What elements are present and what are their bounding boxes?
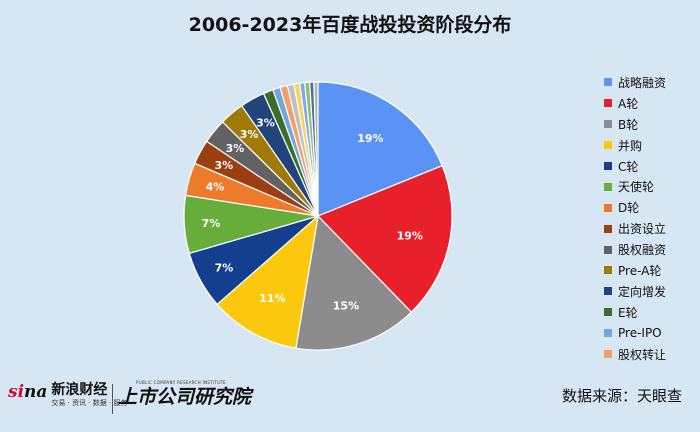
legend-item: 出资设立 <box>604 218 666 239</box>
slice-data-label: 15% <box>333 300 359 313</box>
legend-swatch <box>604 141 612 150</box>
legend-label: E轮 <box>618 305 638 320</box>
slice-data-label: 19% <box>357 132 383 145</box>
data-source: 数据来源：天眼查 <box>561 387 682 405</box>
institute-logo-english: PUBLIC COMPANY RESEARCH INSTITUTE <box>136 380 226 385</box>
institute-logo-name: 上市公司研究院 <box>118 386 252 408</box>
pie-slice <box>313 81 319 217</box>
chart-title: 2006-2023年百度战投投资阶段分布 <box>188 14 512 36</box>
legend-label: Pre-IPO <box>618 326 662 341</box>
logo-divider <box>112 384 113 414</box>
slice-data-label: 7% <box>202 217 221 230</box>
legend-label: A轮 <box>618 96 639 111</box>
legend-label: 天使轮 <box>618 180 655 195</box>
legend-item: D轮 <box>604 197 666 218</box>
legend-item: C轮 <box>604 156 666 177</box>
legend-swatch <box>604 224 612 233</box>
sina-logo-mark: sina <box>8 382 47 402</box>
legend-item: 并购 <box>604 135 666 156</box>
legend-swatch <box>604 120 612 129</box>
legend-swatch <box>604 99 612 108</box>
legend-item: A轮 <box>604 93 666 114</box>
pie-slice <box>216 214 319 349</box>
legend-label: 战略融资 <box>618 75 667 90</box>
slice-data-label: 7% <box>215 261 234 274</box>
legend-swatch <box>604 182 612 191</box>
legend-label: 股权转让 <box>618 347 667 362</box>
legend-label: 并购 <box>618 138 643 153</box>
slice-data-label: 3% <box>256 117 275 130</box>
slice-data-label: 19% <box>397 229 423 242</box>
legend-item: 股权转让 <box>604 344 666 365</box>
legend-swatch <box>604 287 612 296</box>
sina-logo-title: 新浪财经 <box>51 382 108 398</box>
pie-slice <box>317 81 443 217</box>
legend-label: B轮 <box>618 117 639 132</box>
sina-logo-mark-head: si <box>8 382 25 402</box>
legend-item: B轮 <box>604 114 666 135</box>
legend-label: D轮 <box>618 201 640 216</box>
legend-swatch <box>604 203 612 212</box>
institute-logo: PUBLIC COMPANY RESEARCH INSTITUTE 上市公司研究… <box>118 380 251 409</box>
sina-finance-logo: sina 新浪财经 交易 · 资讯 · 数据 · 服务 <box>8 382 127 408</box>
slice-data-label: 3% <box>240 128 259 141</box>
legend-swatch <box>604 78 612 87</box>
legend-label: 定向增发 <box>618 284 667 299</box>
legend-item: 天使轮 <box>604 176 666 197</box>
legend-swatch <box>604 245 612 254</box>
legend-swatch <box>604 266 612 275</box>
legend-item: E轮 <box>604 302 666 323</box>
legend-swatch <box>604 162 612 170</box>
legend-item: Pre-IPO <box>604 323 666 344</box>
slice-data-label: 4% <box>206 180 225 193</box>
legend-label: C轮 <box>618 159 639 174</box>
legend-label: Pre-A轮 <box>618 263 662 278</box>
legend-swatch <box>604 350 612 359</box>
legend-swatch <box>604 308 612 317</box>
legend-item: 战略融资 <box>604 72 666 93</box>
legend-label: 出资设立 <box>618 222 667 237</box>
slice-data-label: 3% <box>214 159 233 172</box>
legend: 战略融资 A轮 B轮并购 C轮天使轮 D轮出资设立股权融资 Pre-A轮 定向增发 E轮 Pre… <box>604 72 666 364</box>
pie-slice <box>295 214 413 351</box>
legend-swatch <box>604 329 612 338</box>
legend-item: 股权融资 <box>604 239 666 260</box>
legend-item: Pre-A轮 <box>604 260 666 281</box>
sina-logo-mark-tail: na <box>24 382 48 402</box>
slice-data-label: 11% <box>259 292 285 305</box>
legend-label: 股权融资 <box>618 243 667 258</box>
sina-logo-subtitle: 交易 · 资讯 · 数据 · 服务 <box>51 399 128 407</box>
pie-slice <box>316 164 453 313</box>
slice-data-label: 3% <box>226 142 245 155</box>
legend-item: 定向增发 <box>604 281 666 302</box>
